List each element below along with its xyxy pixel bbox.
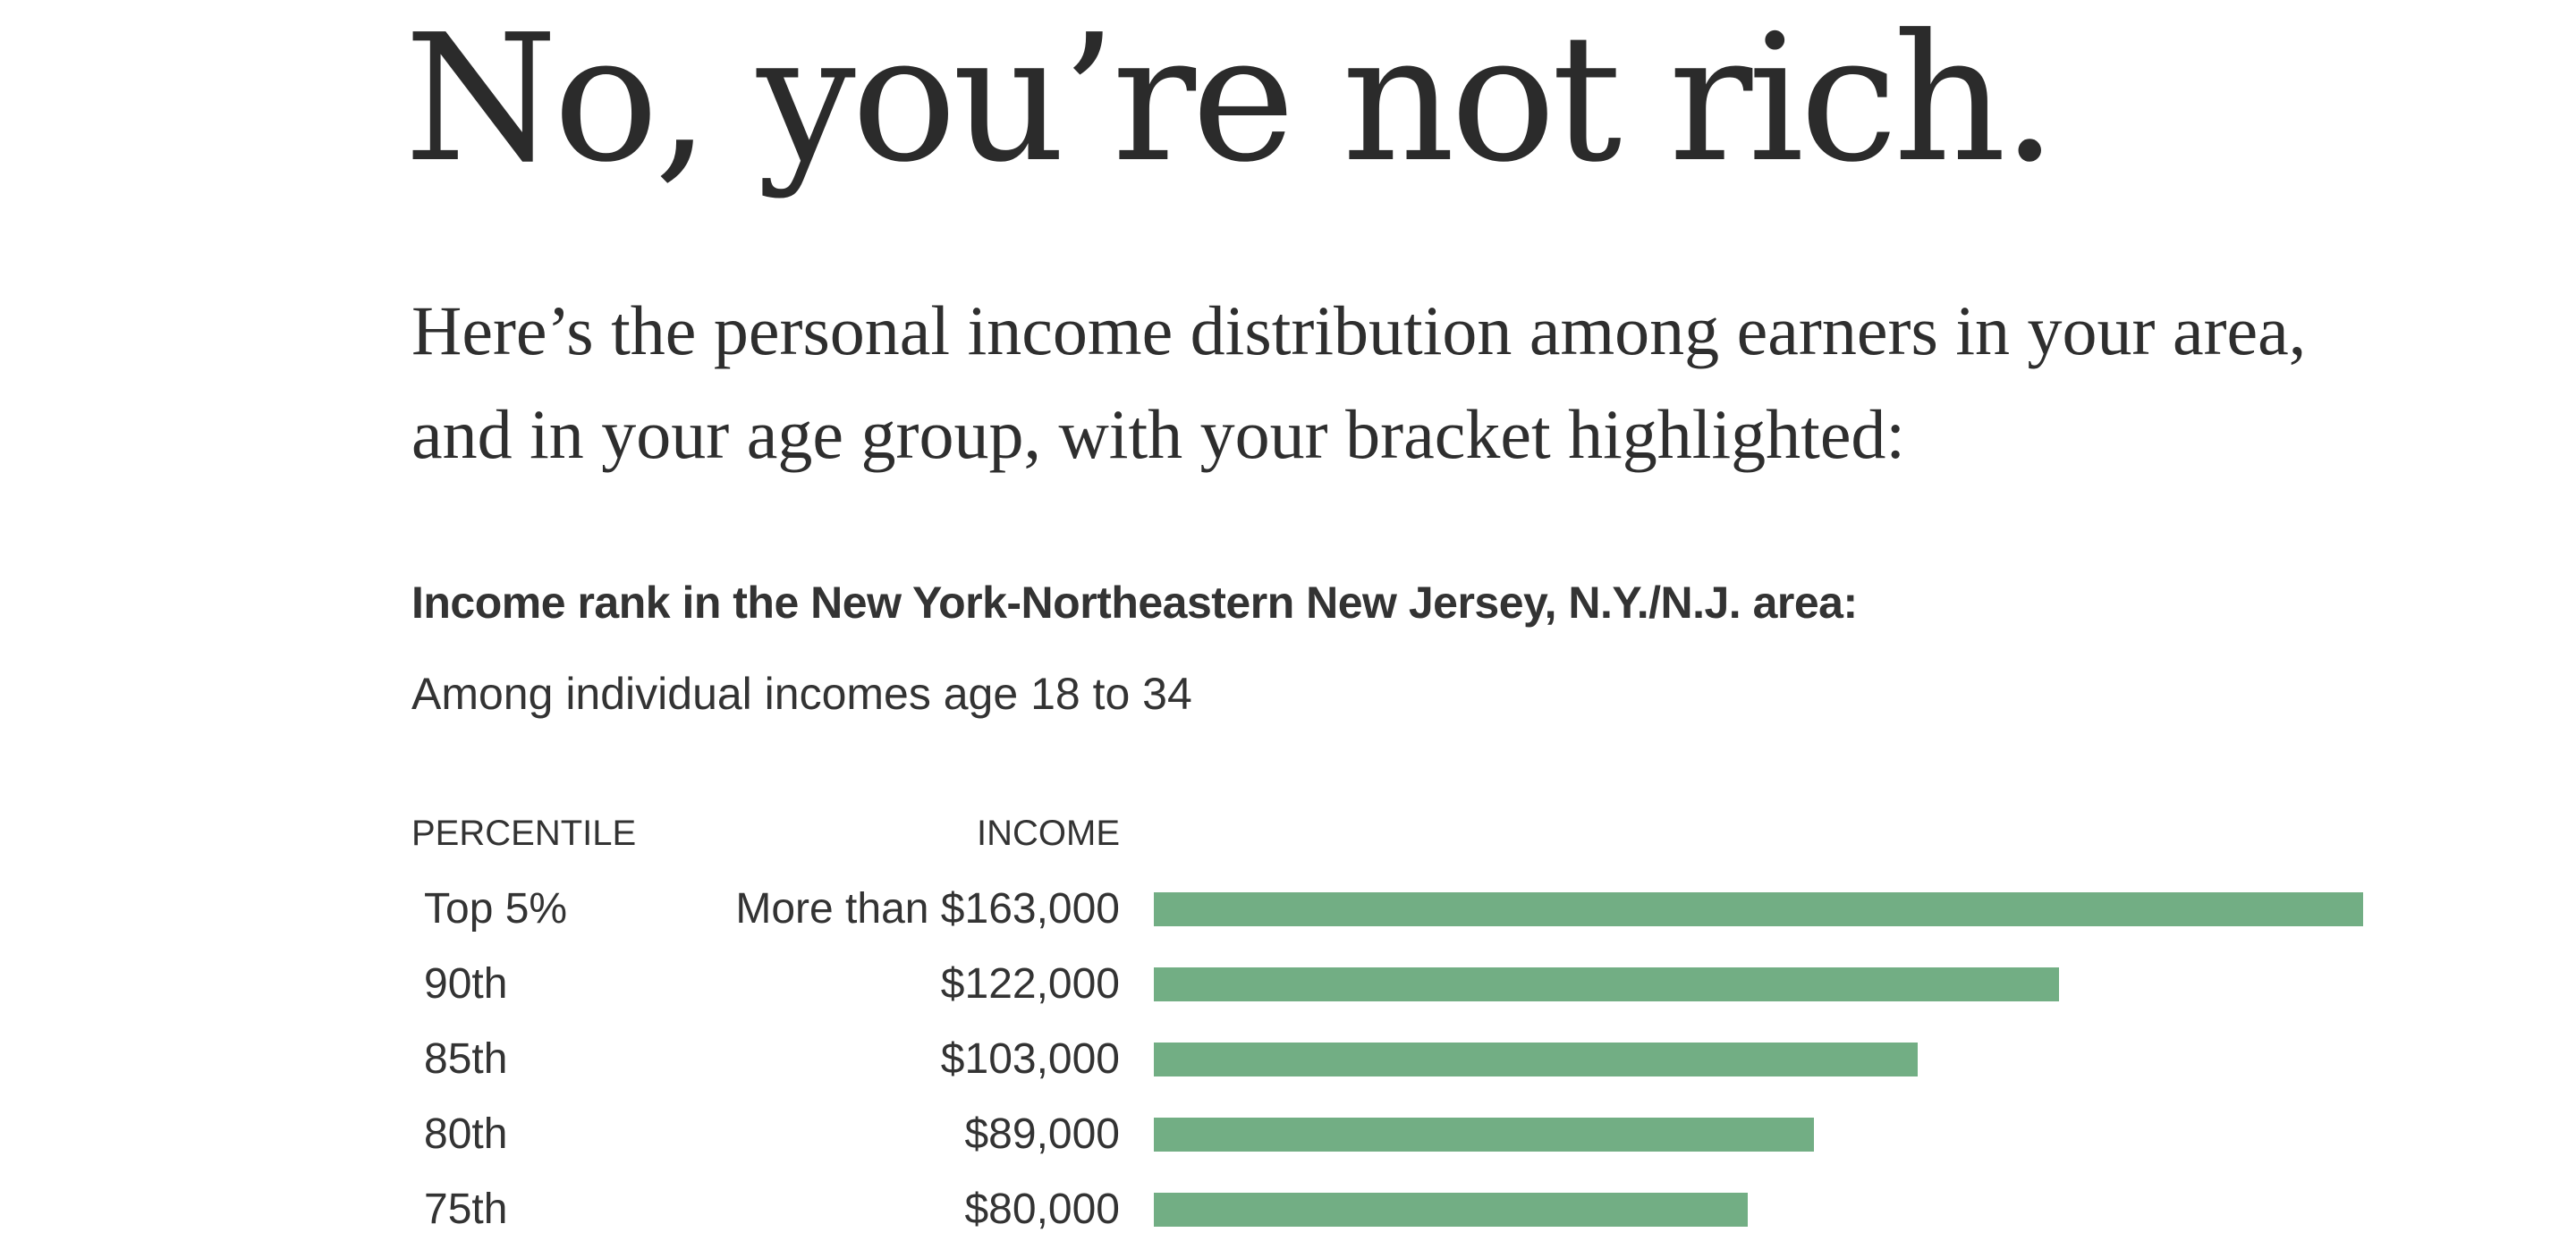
income-bar — [1154, 1193, 1748, 1227]
headline: No, you’re not rich. — [404, 0, 2057, 201]
percentile-label: 90th — [424, 960, 508, 1008]
percentile-label: 85th — [424, 1035, 508, 1083]
chart-row: 75th $80,000 — [0, 1178, 2576, 1241]
income-column-header: INCOME — [977, 814, 1120, 853]
income-bar — [1154, 1118, 1814, 1152]
income-label: $103,000 — [940, 1035, 1120, 1083]
percentile-label: 75th — [424, 1186, 508, 1233]
percentile-column-header: PERCENTILE — [411, 814, 637, 853]
income-label: More than $163,000 — [735, 885, 1120, 933]
income-label: $122,000 — [940, 960, 1120, 1008]
chart-row: 85th $103,000 — [0, 1028, 2576, 1091]
percentile-label: Top 5% — [424, 885, 568, 933]
chart-row: Top 5% More than $163,000 — [0, 878, 2576, 941]
income-label: $89,000 — [964, 1110, 1120, 1158]
chart-row: 80th $89,000 — [0, 1103, 2576, 1166]
lede-paragraph: Here’s the personal income distribution … — [411, 291, 2307, 473]
percentile-label: 80th — [424, 1110, 508, 1158]
income-bar — [1154, 967, 2059, 1001]
income-bar — [1154, 892, 2363, 926]
chart-subtitle: Among individual incomes age 18 to 34 — [411, 669, 1192, 719]
chart-row: 90th $122,000 — [0, 953, 2576, 1016]
chart-title: Income rank in the New York-Northeastern… — [411, 578, 1858, 628]
income-bar — [1154, 1043, 1918, 1076]
income-label: $80,000 — [964, 1186, 1120, 1233]
